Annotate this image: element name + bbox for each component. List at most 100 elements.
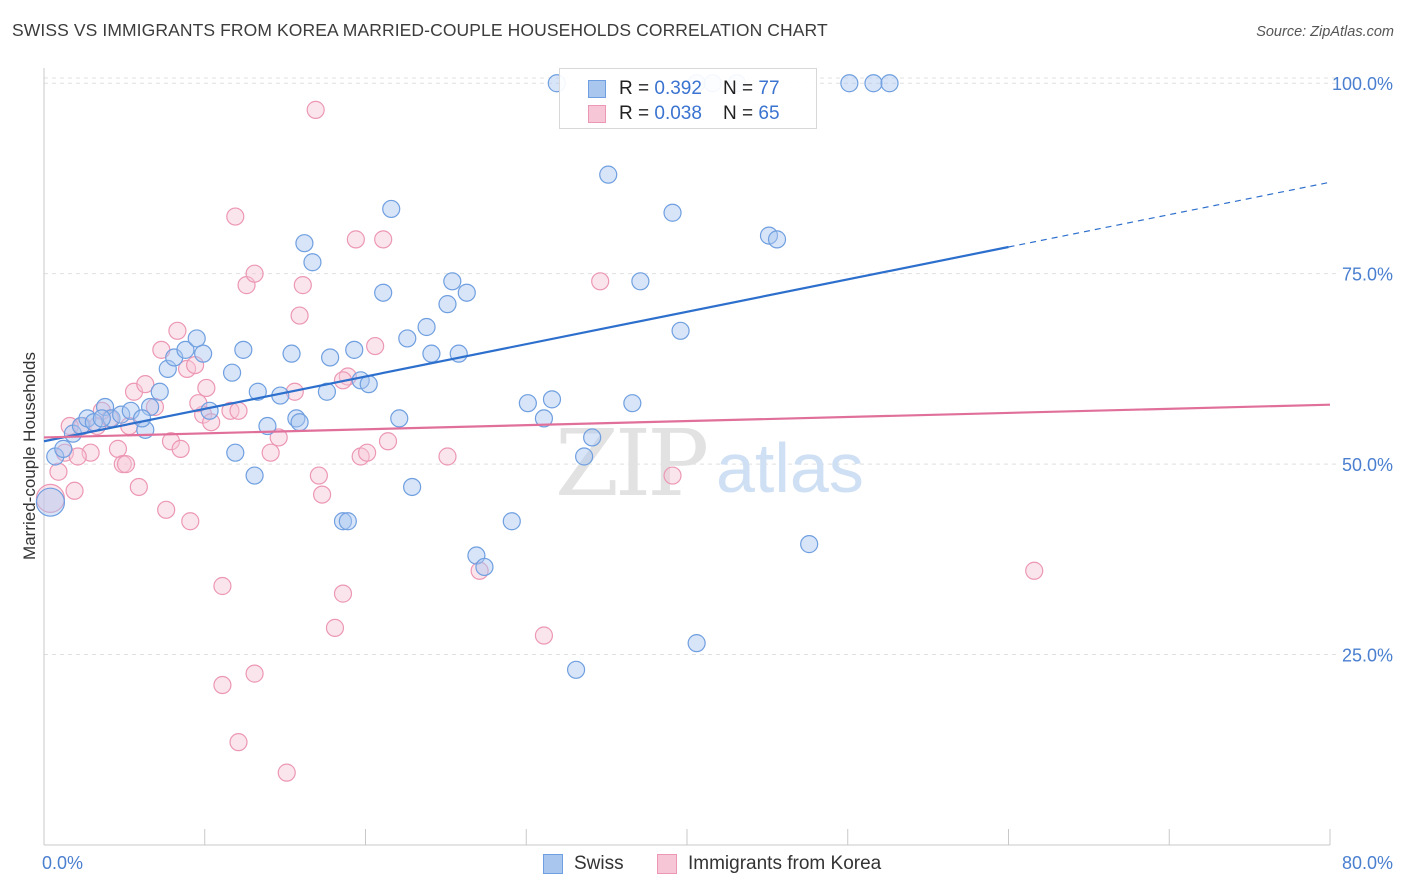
swiss-point <box>226 443 245 462</box>
swiss-trend-line <box>43 245 1009 443</box>
korea-point <box>229 733 248 752</box>
swiss-point <box>95 397 115 417</box>
korea-point <box>226 207 245 226</box>
swiss-trend-extension <box>1008 181 1331 248</box>
korea-point <box>245 664 264 683</box>
bottom-legend-label-swiss: Swiss <box>574 853 624 874</box>
swiss-point <box>222 363 242 382</box>
swiss-point <box>631 272 650 291</box>
swiss-point <box>443 272 462 291</box>
korea-point <box>229 401 248 420</box>
legend-text-swiss: R = 0.392 N = 77 <box>619 78 780 100</box>
korea-point <box>1025 561 1044 580</box>
korea-point <box>213 675 232 695</box>
swiss-point <box>54 439 73 458</box>
legend-n-value: 65 <box>758 103 780 124</box>
korea-point <box>306 100 325 119</box>
tick-labels: 25.0% 50.0% 75.0% 100.0% 0.0% 80.0% <box>42 74 1393 873</box>
swiss-point <box>92 409 111 428</box>
swiss-point <box>502 512 521 531</box>
swiss-point <box>403 477 422 497</box>
trend-lines <box>43 181 1331 443</box>
x-tick-label: 80.0% <box>1342 853 1393 873</box>
swiss-point <box>333 512 353 531</box>
bottom-legend-label-korea: Immigrants from Korea <box>688 853 882 874</box>
korea-point <box>65 481 84 500</box>
swiss-point <box>200 401 219 420</box>
korea-points <box>35 100 1044 782</box>
y-tick-label: 100.0% <box>1332 74 1393 94</box>
swiss-point <box>623 394 642 413</box>
korea-point <box>213 576 232 596</box>
axis-layer <box>43 68 1331 846</box>
swiss-point <box>880 74 899 93</box>
swiss-point <box>438 295 457 314</box>
korea-point <box>269 428 288 447</box>
legend-r-value: 0.392 <box>654 78 702 99</box>
korea-point <box>366 336 385 356</box>
korea-point <box>108 439 128 458</box>
korea-point <box>197 378 216 398</box>
swiss-point <box>457 283 476 302</box>
swiss-point <box>422 344 441 363</box>
swiss-point <box>150 382 169 401</box>
swiss-point <box>687 634 706 653</box>
swiss-point <box>518 394 537 413</box>
y-axis-title: Married-couple Households <box>20 352 39 560</box>
swiss-point <box>112 405 131 424</box>
swiss-point <box>258 416 277 436</box>
korea-point <box>49 462 68 481</box>
swiss-point <box>417 317 436 337</box>
korea-point <box>358 443 377 462</box>
korea-point <box>161 432 181 451</box>
swiss-point <box>248 382 267 401</box>
legend-r-label: R = <box>619 103 655 124</box>
legend-n-label: N = <box>723 103 759 124</box>
korea-point <box>290 306 309 325</box>
korea-point <box>245 264 264 283</box>
swiss-point <box>303 253 322 272</box>
korea-point <box>346 230 365 249</box>
watermark: ZIP atlas <box>555 410 864 517</box>
korea-trend-line <box>43 403 1331 439</box>
korea-point <box>157 500 176 519</box>
swiss-point <box>390 409 409 428</box>
korea-point <box>591 272 610 291</box>
swiss-point <box>290 413 309 432</box>
swiss-point <box>187 329 206 348</box>
korea-point <box>374 230 393 249</box>
swiss-point <box>583 428 602 447</box>
swiss-point <box>534 409 554 428</box>
chart-title: SWISS VS IMMIGRANTS FROM KOREA MARRIED-C… <box>12 20 828 40</box>
swiss-point <box>374 283 393 302</box>
korea-point <box>171 439 190 458</box>
watermark-atlas: atlas <box>716 429 864 507</box>
swiss-point <box>321 348 340 367</box>
swiss-point <box>158 359 177 378</box>
y-tick-label: 25.0% <box>1342 646 1393 666</box>
korea-point <box>261 443 280 462</box>
korea-point <box>663 466 682 485</box>
swiss-point <box>663 203 682 222</box>
watermark-zip: ZIP <box>555 410 706 517</box>
correlation-legend: R = 0.392 N = 77 R = 0.038 N = 65 <box>559 68 817 129</box>
legend-n-label: N = <box>723 78 759 99</box>
swiss-point <box>575 447 594 466</box>
swiss-point <box>800 535 819 554</box>
swiss-point <box>176 340 195 359</box>
swiss-point <box>35 487 66 517</box>
korea-point <box>277 763 296 782</box>
swiss-point <box>475 557 494 577</box>
korea-point <box>309 466 328 485</box>
korea-point <box>534 626 554 645</box>
korea-point <box>312 485 332 504</box>
korea-point <box>129 477 148 497</box>
legend-swatch-swiss <box>588 80 606 98</box>
legend-text-korea: R = 0.038 N = 65 <box>619 103 780 125</box>
legend-r-value: 0.038 <box>654 103 702 124</box>
swiss-point <box>295 234 314 253</box>
legend-n-value: 77 <box>758 78 780 99</box>
x-tick-label: 0.0% <box>42 853 83 873</box>
bottom-legend-swatch-korea <box>657 854 677 874</box>
